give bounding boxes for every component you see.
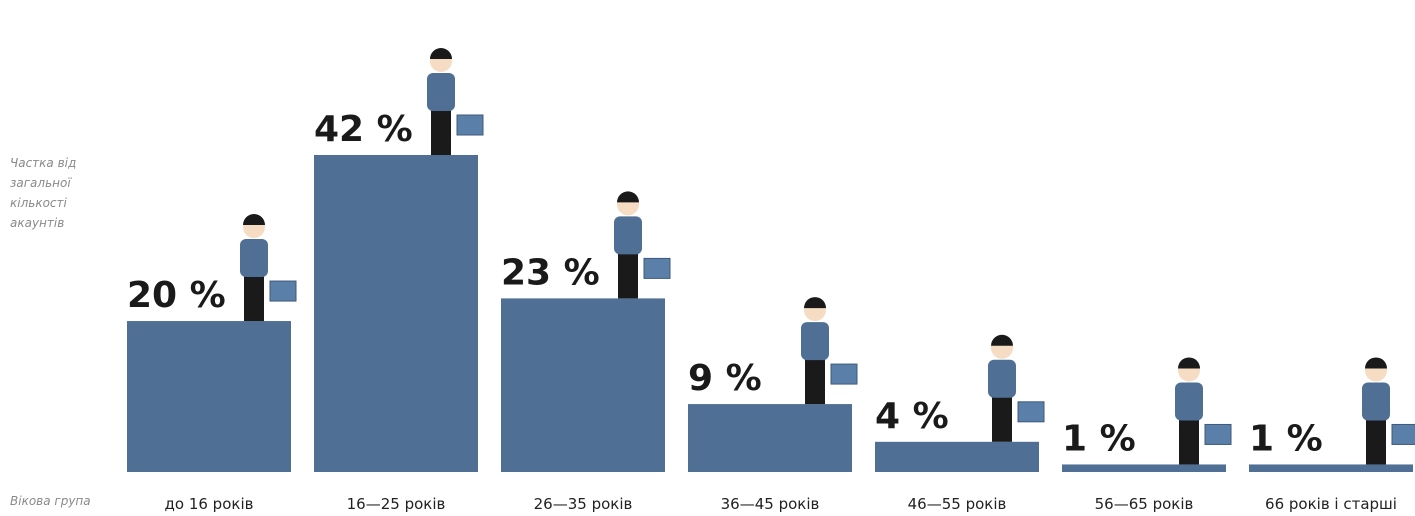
value-label: 23 % [501,252,600,293]
x-axis-label: Вікова група [10,494,91,508]
figure-legs [1179,416,1199,465]
figure-body [801,322,829,361]
figure-briefcase [830,363,858,385]
x-tick-label: 56—65 років [1095,495,1194,513]
figure-body [1362,382,1390,421]
figure-hair [1365,357,1387,369]
figure-briefcase [1391,423,1415,445]
figure-hair [617,191,639,203]
figure-briefcase [1017,401,1045,423]
figure [1175,357,1232,465]
value-label: 1 % [1249,418,1323,459]
x-tick-label: 16—25 років [347,495,446,513]
figure-body [988,359,1016,398]
figure-hair [243,214,265,226]
figure-briefcase [1204,423,1232,445]
value-label: 4 % [875,396,949,437]
bar [875,441,1039,472]
bar [501,298,665,472]
figure-briefcase [456,114,484,136]
figure-hair [804,297,826,309]
value-label: 1 % [1062,418,1136,459]
figure [614,191,671,299]
figure [988,334,1045,442]
figure-hair [430,48,452,59]
figure [1362,357,1415,465]
figure-body [1175,382,1203,421]
figure-body [614,216,642,255]
figure-legs [1366,416,1386,465]
figure-legs [244,273,264,322]
y-axis-label: Частка від загальної кількості акаунтів [10,156,77,230]
figure-legs [431,107,451,155]
figure-hair [991,334,1013,346]
x-tick-label: до 16 років [165,495,254,513]
value-label: 9 % [688,358,762,399]
value-label: 42 % [314,109,413,150]
value-label: 20 % [127,275,226,316]
figure-legs [618,250,638,299]
figure-legs [992,393,1012,442]
x-tick-label: 36—45 років [721,495,820,513]
x-tick-label: 66 років і старші [1265,495,1397,513]
x-tick-label: 46—55 років [908,495,1007,513]
figure [801,297,858,405]
bar [1249,464,1413,472]
bar [688,404,852,472]
bar [1062,464,1226,472]
bar [127,321,291,472]
figure-hair [1178,357,1200,369]
figure-body [427,73,455,111]
bar [314,155,478,472]
figure-briefcase [643,257,671,279]
figure-legs [805,356,825,405]
figure [240,214,297,322]
figure [427,48,484,155]
figure-body [240,239,268,278]
x-tick-label: 26—35 років [534,495,633,513]
figure-briefcase [269,280,297,302]
